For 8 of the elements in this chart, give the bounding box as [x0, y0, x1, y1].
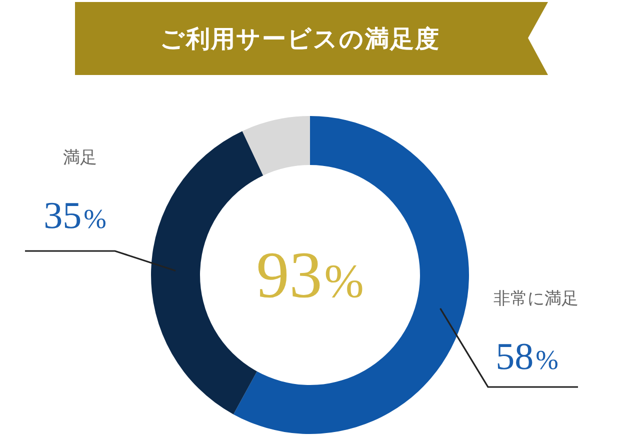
chart-title: ご利用サービスの満足度	[160, 25, 440, 53]
donut-slice	[242, 116, 310, 176]
text: 93%	[256, 239, 364, 312]
slice-label: 非常に満足	[494, 289, 578, 309]
data-label: 58%	[496, 336, 558, 378]
donut-slice	[233, 116, 469, 434]
data-label: 35%	[44, 195, 106, 237]
slice-label: 満足	[63, 148, 97, 168]
